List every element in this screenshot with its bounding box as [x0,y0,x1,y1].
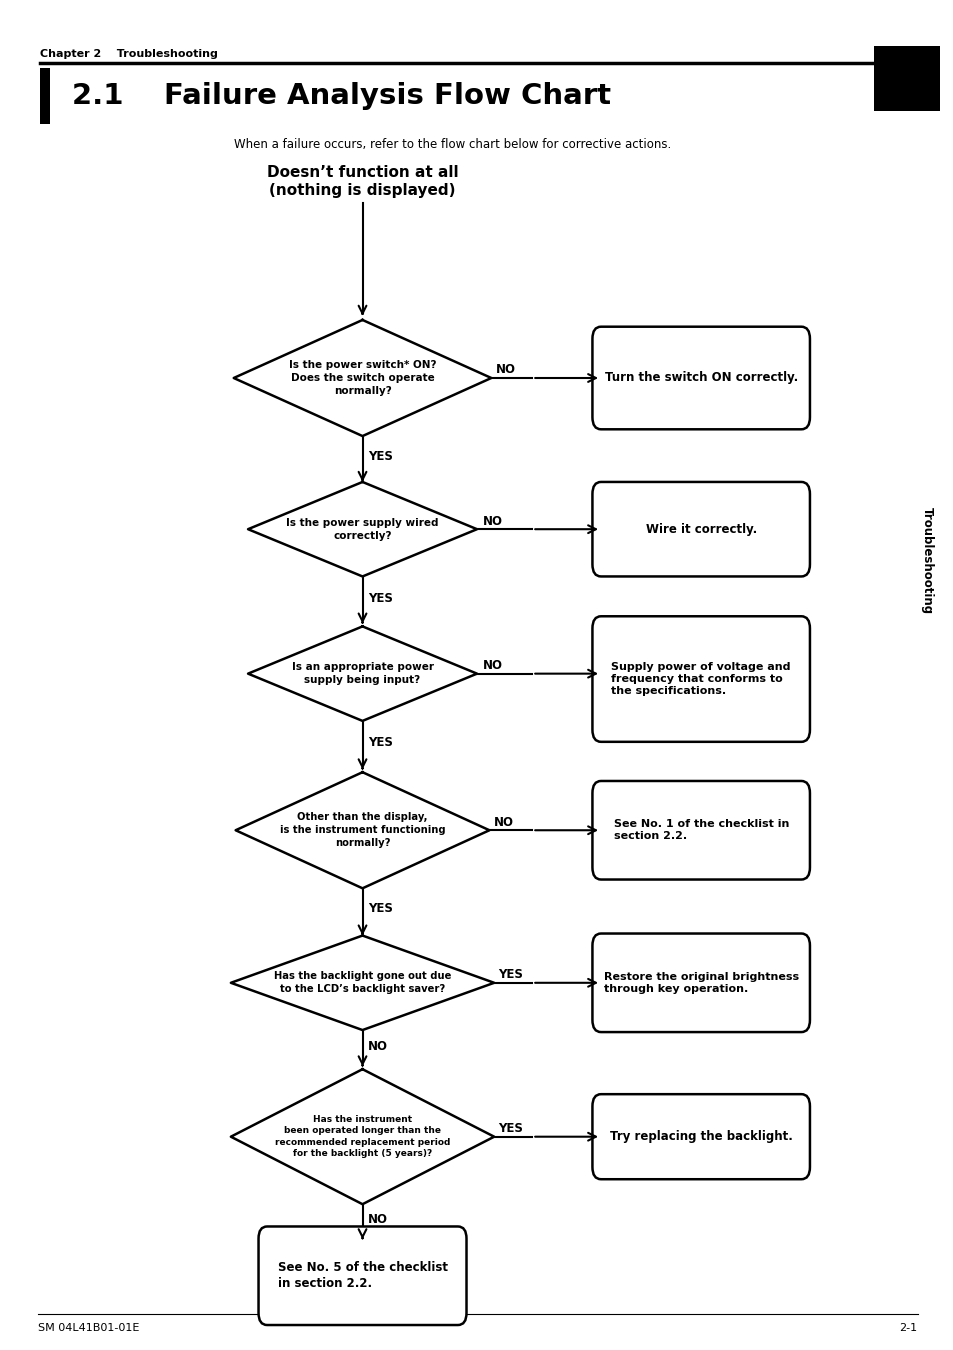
FancyBboxPatch shape [592,780,809,880]
Text: NO: NO [496,363,516,377]
Text: YES: YES [368,450,393,463]
Text: When a failure occurs, refer to the flow chart below for corrective actions.: When a failure occurs, refer to the flow… [233,138,670,151]
Text: Is an appropriate power
supply being input?: Is an appropriate power supply being inp… [292,663,433,684]
Polygon shape [248,482,476,576]
Text: Has the instrument
been operated longer than the
recommended replacement period
: Has the instrument been operated longer … [274,1115,450,1158]
Text: See No. 1 of the checklist in
section 2.2.: See No. 1 of the checklist in section 2.… [613,819,788,841]
Text: 2-1: 2-1 [899,1323,917,1332]
Text: YES: YES [368,736,393,749]
FancyBboxPatch shape [592,1094,809,1180]
Text: YES: YES [497,968,522,981]
Text: NO: NO [368,1040,388,1053]
Text: Is the power switch* ON?
Does the switch operate
normally?: Is the power switch* ON? Does the switch… [289,360,436,396]
FancyBboxPatch shape [40,68,50,124]
Text: Wire it correctly.: Wire it correctly. [645,522,756,536]
Polygon shape [231,1069,494,1204]
Text: 2.1    Failure Analysis Flow Chart: 2.1 Failure Analysis Flow Chart [71,82,610,109]
Text: YES: YES [368,591,393,605]
FancyBboxPatch shape [592,482,809,576]
Text: See No. 5 of the checklist
in section 2.2.: See No. 5 of the checklist in section 2.… [277,1261,447,1291]
Text: Other than the display,
is the instrument functioning
normally?: Other than the display, is the instrumen… [279,813,445,848]
FancyBboxPatch shape [258,1226,466,1326]
Text: Restore the original brightness
through key operation.: Restore the original brightness through … [603,972,798,994]
Text: Troubleshooting: Troubleshooting [920,506,933,614]
FancyBboxPatch shape [592,616,809,742]
Text: NO: NO [368,1212,388,1226]
Text: Doesn’t function at all
(nothing is displayed): Doesn’t function at all (nothing is disp… [267,165,457,197]
Polygon shape [235,772,489,888]
Text: YES: YES [497,1122,522,1135]
Polygon shape [233,320,491,436]
Text: NO: NO [482,514,502,528]
Polygon shape [248,626,476,721]
Text: Is the power supply wired
correctly?: Is the power supply wired correctly? [286,518,438,540]
Text: Chapter 2    Troubleshooting: Chapter 2 Troubleshooting [40,50,217,59]
Text: NO: NO [494,815,514,829]
FancyBboxPatch shape [592,934,809,1031]
Text: Supply power of voltage and
frequency that conforms to
the specifications.: Supply power of voltage and frequency th… [611,662,790,697]
Text: SM 04L41B01-01E: SM 04L41B01-01E [38,1323,139,1332]
Text: NO: NO [482,659,502,672]
FancyBboxPatch shape [873,46,939,111]
Text: Turn the switch ON correctly.: Turn the switch ON correctly. [604,371,797,385]
Polygon shape [231,936,494,1030]
Text: 2: 2 [898,66,915,90]
Text: YES: YES [368,902,393,915]
Text: Try replacing the backlight.: Try replacing the backlight. [609,1130,792,1143]
Text: Has the backlight gone out due
to the LCD’s backlight saver?: Has the backlight gone out due to the LC… [274,972,451,994]
FancyBboxPatch shape [592,327,809,429]
